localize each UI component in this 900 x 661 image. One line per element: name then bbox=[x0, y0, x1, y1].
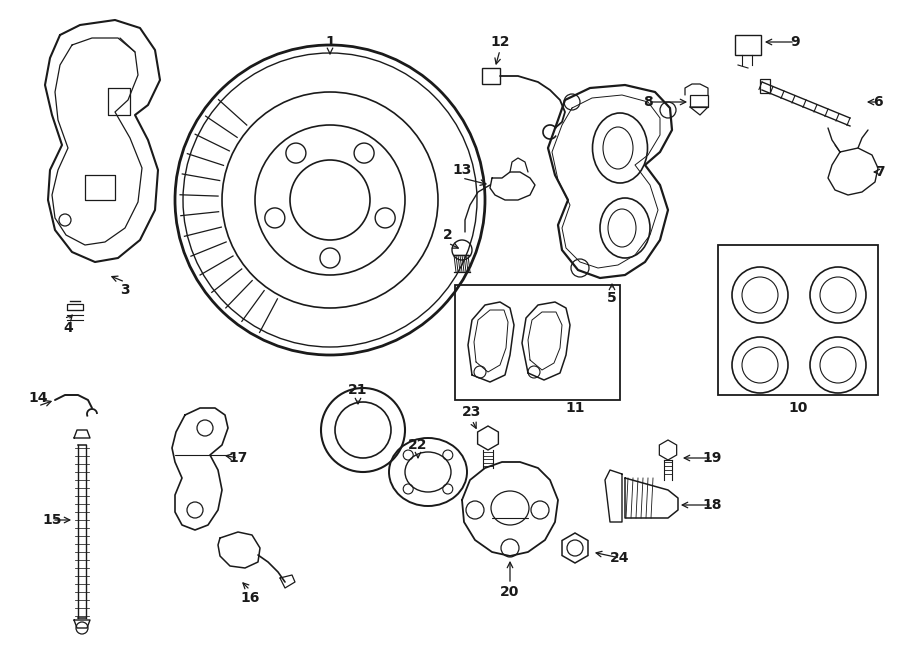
Text: 14: 14 bbox=[28, 391, 48, 405]
Text: 4: 4 bbox=[63, 321, 73, 335]
Text: 20: 20 bbox=[500, 585, 519, 599]
Text: 8: 8 bbox=[644, 95, 652, 109]
Bar bbox=[455, 285, 620, 400]
Bar bbox=[67, 304, 83, 310]
Text: 7: 7 bbox=[875, 165, 885, 179]
Text: 17: 17 bbox=[229, 451, 248, 465]
Bar bbox=[735, 35, 761, 55]
Text: 21: 21 bbox=[348, 383, 368, 397]
Text: 2: 2 bbox=[443, 228, 453, 242]
Text: 16: 16 bbox=[240, 591, 260, 605]
Bar bbox=[690, 95, 708, 107]
Text: 5: 5 bbox=[608, 291, 616, 305]
Text: 10: 10 bbox=[788, 401, 807, 415]
Text: 23: 23 bbox=[463, 405, 482, 419]
Text: 9: 9 bbox=[790, 35, 800, 49]
Text: 13: 13 bbox=[453, 163, 472, 177]
Text: 11: 11 bbox=[565, 401, 585, 415]
Text: 3: 3 bbox=[121, 283, 130, 297]
Text: 6: 6 bbox=[873, 95, 883, 109]
Text: 1: 1 bbox=[325, 35, 335, 49]
Text: 19: 19 bbox=[702, 451, 722, 465]
Bar bbox=[718, 245, 878, 395]
Text: 15: 15 bbox=[42, 513, 62, 527]
Text: 24: 24 bbox=[610, 551, 630, 565]
Bar bbox=[482, 68, 500, 84]
Text: 18: 18 bbox=[702, 498, 722, 512]
Text: 22: 22 bbox=[409, 438, 428, 452]
Bar bbox=[760, 79, 770, 93]
Text: 12: 12 bbox=[491, 35, 509, 49]
